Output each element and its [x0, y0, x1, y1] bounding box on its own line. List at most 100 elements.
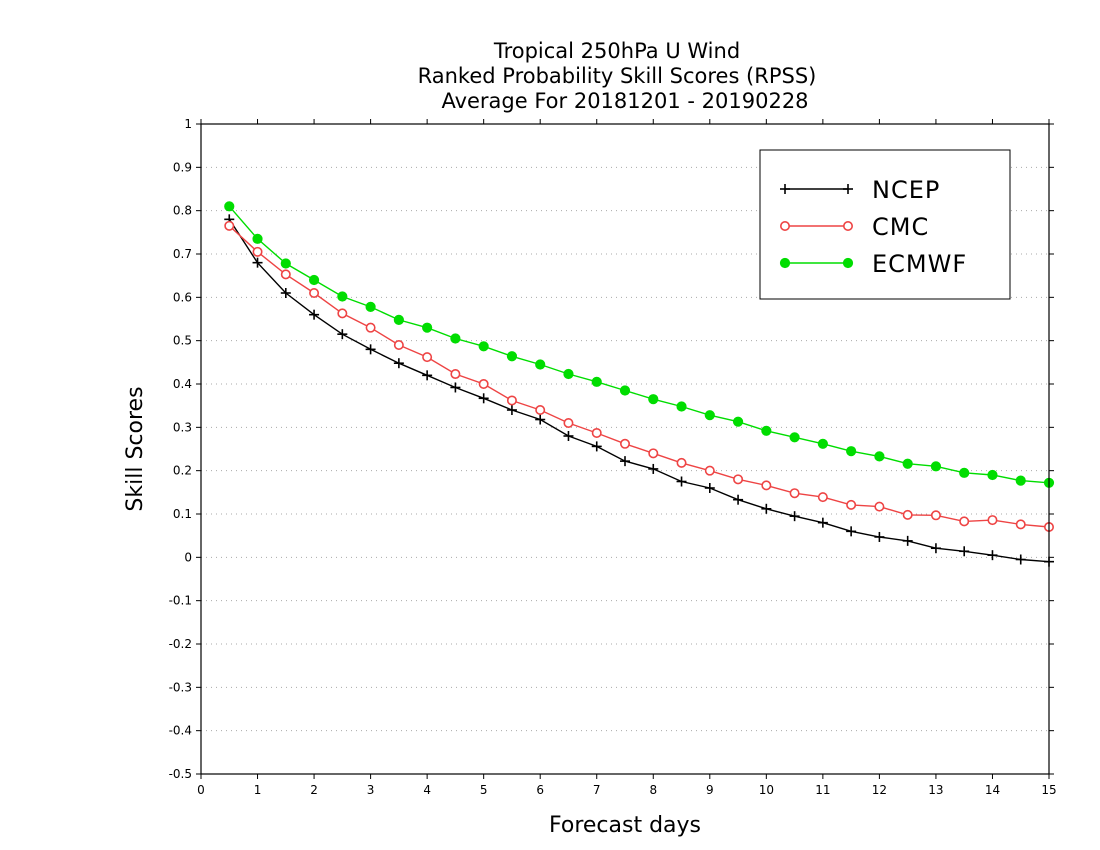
x-tick-label: 2: [310, 783, 318, 797]
data-point-ecmwf: [308, 274, 320, 286]
legend-marker-ecmwf: [779, 257, 791, 269]
data-point-ncep: [280, 288, 291, 298]
x-axis-label: Forecast days: [549, 813, 701, 838]
data-point-ecmwf: [732, 416, 744, 427]
x-tick-label: 1: [254, 783, 262, 797]
data-point-ecmwf: [224, 201, 235, 212]
data-point-ncep: [620, 456, 630, 467]
data-point-ncep: [450, 382, 461, 393]
data-point-ncep: [535, 414, 546, 425]
data-point-cmc: [478, 378, 489, 389]
data-point-ecmwf: [252, 233, 263, 244]
data-point-cmc: [224, 220, 235, 231]
data-point-ncep: [563, 431, 574, 441]
data-point-cmc: [591, 427, 602, 438]
x-tick-label: 11: [815, 783, 830, 797]
data-point-ncep: [252, 257, 263, 268]
legend-entry-ncep: NCEP: [780, 176, 940, 204]
x-tick-label: 7: [593, 783, 601, 797]
data-point-ncep: [365, 344, 376, 355]
data-point-ecmwf: [393, 314, 404, 325]
data-point-ecmwf: [563, 368, 574, 380]
data-point-ncep: [591, 441, 602, 452]
data-point-ecmwf: [648, 394, 659, 405]
data-point-ecmwf: [478, 341, 489, 352]
y-tick-label: -0.3: [169, 680, 192, 694]
data-point-cmc: [1015, 519, 1026, 530]
data-point-cmc: [337, 308, 348, 319]
data-point-cmc: [252, 246, 263, 257]
data-point-cmc: [365, 322, 376, 333]
data-point-ecmwf: [1015, 475, 1026, 486]
y-tick-label: 0.9: [173, 160, 192, 174]
data-point-ecmwf: [789, 432, 800, 443]
data-point-ecmwf: [619, 385, 631, 396]
plot-frame: [200, 123, 1050, 775]
data-point-cmc: [789, 488, 800, 499]
title-line-3: Average For 20181201 - 20190228: [441, 89, 808, 113]
x-tick-label: 3: [367, 783, 375, 797]
y-tick-label: 0.2: [173, 464, 192, 478]
data-point-ecmwf: [280, 258, 291, 269]
data-point-cmc: [676, 457, 687, 468]
x-tick-label: 6: [536, 783, 544, 797]
data-point-cmc: [280, 269, 291, 280]
data-point-ncep: [422, 370, 433, 381]
data-point-ecmwf: [422, 322, 433, 333]
y-tick-label: 0: [184, 550, 192, 564]
x-tick-label: 8: [649, 783, 657, 797]
data-point-cmc: [563, 417, 574, 428]
x-tick-label: 15: [1041, 783, 1056, 797]
x-tick-label: 12: [872, 783, 887, 797]
data-point-ecmwf: [959, 467, 970, 478]
data-point-cmc: [733, 474, 744, 485]
data-point-cmc: [761, 480, 772, 491]
x-tick-label: 4: [423, 783, 431, 797]
data-point-ecmwf: [874, 451, 885, 462]
legend-marker-cmc: [842, 221, 853, 232]
y-tick-label: 0.6: [173, 290, 192, 304]
data-point-cmc: [704, 465, 715, 476]
x-axis-ticks: 0 1 2 3 4 5 6 7 8 9 10 11 12 13 14 15: [197, 119, 1057, 797]
series-line-ncep: [228, 218, 1050, 563]
data-point-cmc: [959, 516, 970, 527]
legend-label-ecmwf: ECMWF: [872, 250, 967, 278]
data-point-ncep: [733, 494, 744, 505]
data-point-cmc: [535, 404, 546, 415]
data-point-cmc: [846, 499, 857, 510]
data-point-ecmwf: [450, 333, 461, 344]
legend-label-cmc: CMC: [872, 213, 929, 241]
data-point-ncep: [930, 543, 941, 554]
data-point-ecmwf: [365, 301, 376, 312]
legend-marker-cmc: [779, 221, 790, 232]
data-point-ncep: [337, 329, 348, 340]
y-tick-label: 1: [184, 117, 192, 131]
data-point-ecmwf: [846, 446, 857, 457]
y-tick-label: 0.4: [173, 377, 192, 391]
data-point-ncep: [874, 531, 885, 542]
y-axis-ticks: -0.5 -0.4 -0.3 -0.2 -0.1 0 0.1 0.2 0.3 0.4 0.5 0.6 0…: [169, 117, 1054, 781]
chart-title: Tropical 250hPa U Wind Ranked Probabilit…: [418, 39, 817, 113]
title-line-2: Ranked Probability Skill Scores (RPSS): [418, 64, 817, 88]
legend-entry-cmc: CMC: [779, 213, 929, 241]
data-point-ncep: [789, 511, 800, 522]
y-tick-label: -0.4: [169, 724, 192, 738]
data-point-cmc: [422, 352, 433, 363]
x-tick-label: 0: [197, 783, 205, 797]
data-point-ecmwf: [535, 359, 546, 370]
y-tick-label: -0.2: [169, 637, 192, 651]
data-point-ecmwf: [506, 351, 518, 362]
y-tick-label: 0.3: [173, 420, 192, 434]
data-point-ncep: [902, 535, 913, 546]
data-point-cmc: [987, 515, 998, 526]
legend-label-ncep: NCEP: [872, 176, 940, 204]
series-ncep: [224, 214, 1054, 567]
title-line-1: Tropical 250hPa U Wind: [493, 39, 740, 63]
data-point-cmc: [450, 369, 461, 380]
data-point-cmc: [817, 492, 828, 503]
data-point-ncep: [506, 405, 517, 415]
legend-marker-ncep: [780, 184, 790, 194]
data-point-ncep: [1015, 554, 1026, 565]
data-point-cmc: [902, 509, 913, 520]
